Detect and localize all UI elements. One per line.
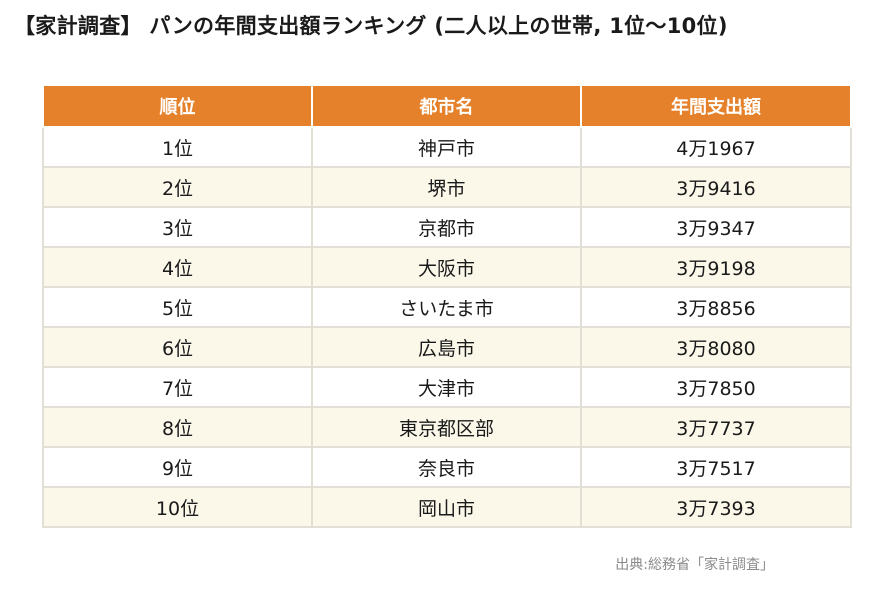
amount-cell: 3万9416	[580, 166, 852, 208]
table-row: 1位 神戸市 4万1967	[42, 126, 852, 168]
table-row: 3位 京都市 3万9347	[42, 206, 852, 248]
table-row: 2位 堺市 3万9416	[42, 166, 852, 208]
rank-cell: 6位	[42, 326, 313, 368]
ranking-table: 順位 都市名 年間支出額 1位 神戸市 4万1967 2位 堺市 3万9416 …	[42, 84, 852, 528]
header-city: 都市名	[311, 84, 582, 128]
city-cell: 大津市	[311, 366, 582, 408]
amount-cell: 3万7850	[580, 366, 852, 408]
city-cell: 京都市	[311, 206, 582, 248]
rank-cell: 3位	[42, 206, 313, 248]
city-cell: 広島市	[311, 326, 582, 368]
rank-cell: 2位	[42, 166, 313, 208]
table-row: 4位 大阪市 3万9198	[42, 246, 852, 288]
table-row: 8位 東京都区部 3万7737	[42, 406, 852, 448]
source-note: 出典:総務省「家計調査」	[615, 557, 774, 573]
city-cell: さいたま市	[311, 286, 582, 328]
amount-cell: 3万7737	[580, 406, 852, 448]
rank-cell: 8位	[42, 406, 313, 448]
amount-cell: 3万7393	[580, 486, 852, 528]
amount-cell: 3万8080	[580, 326, 852, 368]
table-row: 10位 岡山市 3万7393	[42, 486, 852, 528]
table-row: 9位 奈良市 3万7517	[42, 446, 852, 488]
city-cell: 岡山市	[311, 486, 582, 528]
rank-cell: 10位	[42, 486, 313, 528]
table-row: 6位 広島市 3万8080	[42, 326, 852, 368]
amount-cell: 3万7517	[580, 446, 852, 488]
amount-cell: 3万9347	[580, 206, 852, 248]
rank-cell: 1位	[42, 126, 313, 168]
rank-cell: 5位	[42, 286, 313, 328]
amount-cell: 3万8856	[580, 286, 852, 328]
city-cell: 奈良市	[311, 446, 582, 488]
city-cell: 大阪市	[311, 246, 582, 288]
city-cell: 神戸市	[311, 126, 582, 168]
header-amount: 年間支出額	[580, 84, 852, 128]
city-cell: 東京都区部	[311, 406, 582, 448]
rank-cell: 7位	[42, 366, 313, 408]
header-rank: 順位	[42, 84, 313, 128]
table-row: 5位 さいたま市 3万8856	[42, 286, 852, 328]
amount-cell: 3万9198	[580, 246, 852, 288]
city-cell: 堺市	[311, 166, 582, 208]
amount-cell: 4万1967	[580, 126, 852, 168]
table-header-row: 順位 都市名 年間支出額	[42, 84, 852, 128]
rank-cell: 4位	[42, 246, 313, 288]
table-row: 7位 大津市 3万7850	[42, 366, 852, 408]
rank-cell: 9位	[42, 446, 313, 488]
page-title: 【家計調査】 パンの年間支出額ランキング (二人以上の世帯, 1位〜10位)	[14, 14, 728, 38]
